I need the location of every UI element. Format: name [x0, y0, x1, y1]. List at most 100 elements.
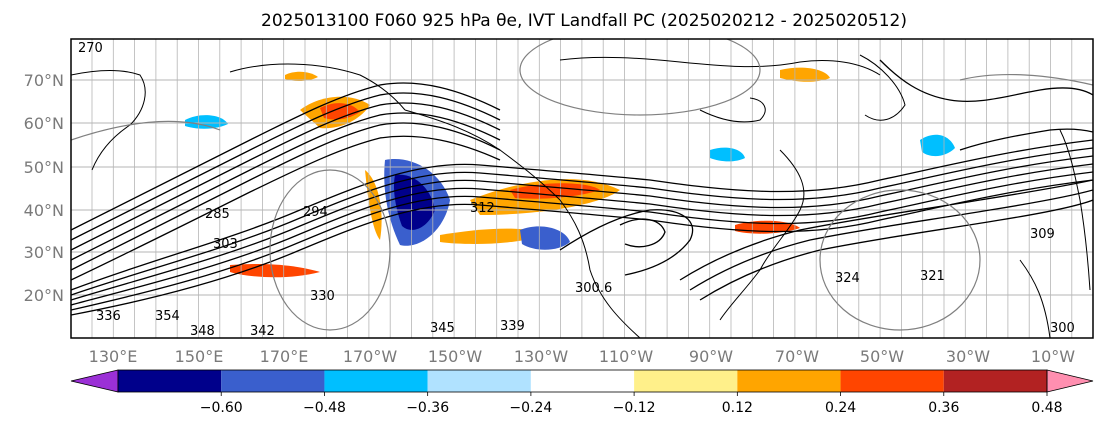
negative-anomaly-region	[920, 134, 955, 157]
contour-label: 294	[303, 205, 328, 220]
longitude-label: 150°E	[175, 347, 224, 366]
gray-contour	[959, 73, 1093, 86]
latitude-label: 20°N	[24, 286, 64, 305]
coastlines	[71, 54, 1091, 338]
colorbar-tick-label: −0.36	[406, 400, 449, 416]
contour-label: 330	[310, 289, 335, 304]
ivt-shading	[185, 67, 955, 278]
contour-label: 270	[78, 41, 103, 56]
gray-contour	[269, 169, 391, 331]
longitude-label: 110°W	[599, 347, 654, 366]
contour-line	[71, 179, 1093, 316]
contour-line	[71, 139, 1093, 291]
positive-anomaly-region	[780, 67, 830, 82]
contour-line	[71, 92, 501, 241]
colorbar-tick-label: 0.12	[722, 400, 753, 416]
contour-label: 285	[205, 207, 230, 222]
contour-line	[71, 112, 501, 261]
colorbar-segment	[118, 370, 222, 392]
longitude-label: 170°W	[343, 347, 398, 366]
latitude-label: 50°N	[24, 158, 64, 177]
colorbar-segment	[324, 370, 428, 392]
contour-line	[559, 209, 694, 276]
longitude-label: 50°W	[860, 347, 904, 366]
contour-line	[71, 102, 501, 251]
longitude-labels: 130°E 150°E 170°E 170°W 150°W 130°W 110°W 90°W 7…	[89, 347, 1076, 366]
contour-label: 312	[470, 201, 495, 216]
contour-label: 309	[1030, 227, 1055, 242]
positive-anomaly-region	[510, 183, 600, 199]
contour-line	[689, 189, 1093, 291]
colorbar-tick-label: 0.24	[825, 400, 856, 416]
coastline-europe	[1059, 129, 1091, 291]
colorbar-tick-label: 0.48	[1031, 400, 1062, 416]
colorbar-tick-label: −0.24	[509, 400, 552, 416]
contour-line	[71, 163, 1093, 306]
contour-label: 336	[96, 309, 121, 324]
contour-label: 303	[213, 237, 238, 252]
contour-label: 300	[1050, 321, 1075, 336]
latitude-label: 70°N	[24, 71, 64, 90]
longitude-label: 150°W	[428, 347, 483, 366]
contour-line	[879, 59, 1093, 103]
figure-title: 2025013100 F060 925 hPa θe, IVT Landfall…	[261, 11, 907, 31]
longitude-label: 90°W	[689, 347, 733, 366]
coastline-africa	[1019, 259, 1051, 338]
colorbar-segment	[943, 370, 1047, 392]
contour-label: 354	[155, 309, 180, 324]
coastline-north-america-east	[719, 149, 805, 321]
colorbar-tick-label: −0.48	[303, 400, 346, 416]
latitude-label: 40°N	[24, 201, 64, 220]
gray-contour	[519, 39, 761, 116]
positive-anomaly-region	[440, 228, 545, 244]
longitude-label: 130°E	[89, 347, 138, 366]
longitude-label: 70°W	[775, 347, 819, 366]
gray-contour	[819, 189, 981, 331]
colorbar-outline	[117, 369, 1048, 393]
colorbar-segment	[737, 370, 841, 392]
colorbar-tick-label: −0.12	[613, 400, 656, 416]
contour-line	[679, 179, 1093, 281]
contour-label: 342	[250, 324, 275, 339]
positive-anomaly-region	[285, 71, 318, 82]
contour-line	[619, 218, 666, 248]
colorbar: −0.60 −0.48 −0.36 −0.24 −0.12 0.12 0.24 0.36 0.4…	[70, 369, 1094, 416]
contour-label: 324	[835, 271, 860, 286]
contour-line	[959, 128, 1093, 151]
coastline-alaska	[229, 63, 406, 111]
colorbar-extend-max	[1046, 369, 1094, 393]
colorbar-segment	[427, 370, 531, 392]
contour-line	[71, 147, 1093, 296]
positive-anomaly-region	[230, 263, 320, 278]
negative-anomaly-region	[710, 147, 745, 162]
coastline-hudson-bay	[699, 97, 766, 123]
colorbar-segment	[634, 370, 738, 392]
contour-line	[71, 171, 1093, 311]
colorbar-segment	[840, 370, 944, 392]
contour-line	[71, 82, 501, 231]
contour-labels: 270 285 294 303 309 312 321 324 330 336 …	[78, 41, 1075, 339]
contour-line	[699, 199, 1093, 301]
map-frame	[70, 38, 1094, 339]
colorbar-segment	[530, 370, 635, 392]
latitude-label: 30°N	[24, 243, 64, 262]
gray-contours	[71, 39, 1093, 331]
longitude-label: 30°W	[946, 347, 990, 366]
contour-label: 300.6	[575, 281, 612, 296]
colorbar-segment	[221, 370, 325, 392]
latitude-labels: 70°N 60°N 50°N 40°N 30°N 20°N	[24, 71, 64, 305]
negative-anomaly-region	[520, 226, 570, 250]
contour-label: 345	[430, 321, 455, 336]
contour-line	[71, 122, 501, 271]
graticule	[71, 39, 1093, 338]
coastline-greenland	[859, 54, 906, 121]
colorbar-tick-label: −0.60	[200, 400, 243, 416]
contour-line	[71, 135, 501, 281]
coastline-canada-arctic	[559, 56, 881, 76]
contour-label: 321	[920, 269, 945, 284]
longitude-label: 130°W	[514, 347, 569, 366]
positive-anomaly-region	[320, 103, 360, 120]
negative-anomaly-region	[185, 115, 228, 129]
coastline-asia	[71, 69, 146, 171]
